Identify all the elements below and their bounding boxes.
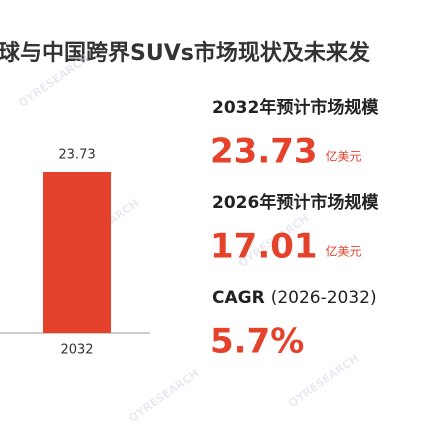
x-tick-label: 2032	[60, 343, 93, 358]
stat-label: 2032年预计市场规模	[212, 97, 379, 118]
stat-unit: 亿美元	[326, 244, 362, 259]
stat-label-main: CAGR	[212, 288, 265, 308]
stat-label: 2026年预计市场规模	[212, 192, 379, 213]
stat-sublabel: (2026-2032)	[271, 288, 377, 308]
stat-value: 17.01	[210, 227, 318, 267]
data-label: 23.73	[58, 148, 95, 163]
stat-label-main: 2032年预计市场规模	[212, 97, 379, 118]
stat-label: CAGR (2026-2032)	[212, 288, 377, 308]
stat-label-main: 2026年预计市场规模	[212, 192, 379, 213]
stat-value: 23.73	[210, 132, 318, 172]
bar	[43, 172, 111, 333]
chart-title: 球与中国跨界SUVs市场现状及未来发	[0, 40, 371, 66]
stat-value: 5.7%	[210, 322, 304, 362]
stat-unit: 亿美元	[326, 149, 362, 164]
